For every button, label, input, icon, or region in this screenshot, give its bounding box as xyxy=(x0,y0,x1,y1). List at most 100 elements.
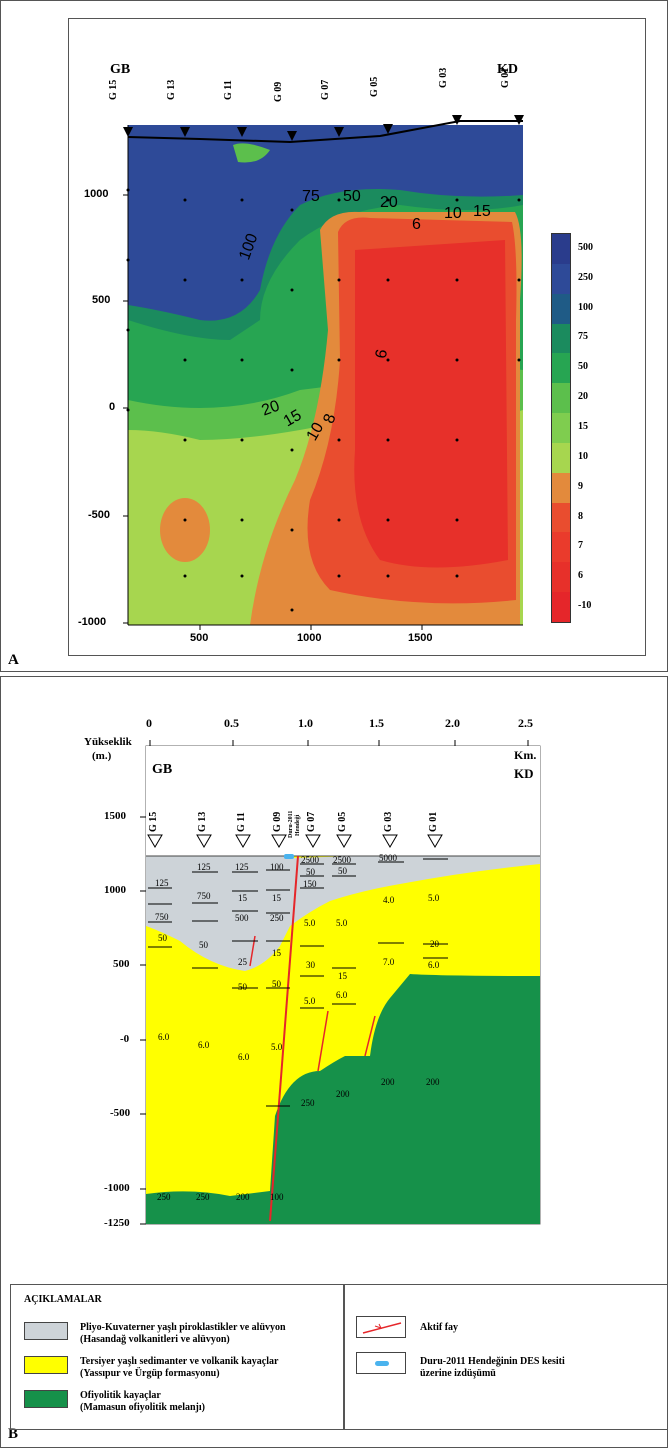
panel-b-km-unit: Km. xyxy=(514,748,537,762)
contour-label: 75 xyxy=(302,188,320,205)
resistivity-value: 125 xyxy=(197,862,211,872)
resistivity-value: 125 xyxy=(155,878,169,888)
panel-b-station-g07: G 07 xyxy=(306,811,317,832)
panel-a-station-g09: G 09 xyxy=(273,81,284,102)
resistivity-value: 50 xyxy=(272,979,281,989)
colorbar-label: 8 xyxy=(578,510,583,522)
resistivity-value: 4.0 xyxy=(383,895,395,905)
resistivity-value: 200 xyxy=(236,1192,250,1202)
panel-b-y-tick: -1000 xyxy=(104,1182,130,1194)
resistivity-value: 100 xyxy=(270,1192,284,1202)
resistivity-value: 5.0 xyxy=(271,1042,283,1052)
trench-label: Hendeği xyxy=(295,814,301,836)
resistivity-value: 200 xyxy=(336,1089,350,1099)
legend-item-ophiolite: Ofiyolitik kayaçlar (Mamasun ofiyolitik m… xyxy=(80,1390,205,1413)
colorbar-segment xyxy=(552,502,570,533)
panel-a-y-tick: 0 xyxy=(109,401,116,413)
panel-b-km-tick: 2.5 xyxy=(518,716,533,730)
contour-label: 50 xyxy=(343,188,361,205)
colorbar-segment xyxy=(552,263,570,295)
colorbar-label: 75 xyxy=(578,331,588,343)
resistivity-value: 6.0 xyxy=(336,990,348,1000)
colorbar-label: 15 xyxy=(578,421,588,432)
panel-a-x-tick: 500 xyxy=(190,632,209,644)
panel-a-y-tick: 500 xyxy=(92,294,111,306)
panel-b-station-g03: G 03 xyxy=(383,811,394,832)
legend-swatch-fault xyxy=(356,1316,406,1338)
panel-a-right-direction: KD xyxy=(497,62,518,77)
panel-a-left-direction: GB xyxy=(110,62,131,77)
trench-icon xyxy=(375,1361,389,1366)
legend-swatch-ophiolite xyxy=(24,1390,68,1408)
resistivity-value: 5.0 xyxy=(428,893,440,903)
panel-a-x-tick: 1000 xyxy=(297,632,322,644)
colorbar-segment xyxy=(552,413,570,444)
colorbar-segment xyxy=(552,293,570,325)
panel-a-station-g13: G 13 xyxy=(166,79,177,100)
resistivity-value: 125 xyxy=(235,862,249,872)
legend-trench-label: Duru-2011 Hendeğinin DES kesiti üzerine i… xyxy=(420,1356,565,1379)
colorbar-label: 7 xyxy=(578,540,583,552)
resistivity-value: 15 xyxy=(338,971,347,981)
contour-label: 10 xyxy=(444,205,462,222)
panel-b-y-tick: 1000 xyxy=(104,884,126,896)
resistivity-value: 750 xyxy=(197,891,211,901)
legend-fault-label: Aktif fay xyxy=(420,1322,459,1333)
panel-a-station-g03: G 03 xyxy=(438,67,449,88)
colorbar-label: 50 xyxy=(578,361,588,373)
resistivity-value: 5.0 xyxy=(304,918,316,928)
resistivity-value: 2500 xyxy=(333,855,351,865)
panel-b-station-g11: G 11 xyxy=(236,812,247,832)
resistivity-value: 15 xyxy=(238,893,247,903)
panel-a-station-g01: G 01 xyxy=(500,67,511,88)
legend-swatch-tertiary xyxy=(24,1356,68,1374)
panel-a-colorbar-labels: 500 250 100 75 50 20 15 10 9 8 7 6 -10 xyxy=(578,233,628,623)
contour-label: 15 xyxy=(473,203,491,220)
colorbar-label: 100 xyxy=(578,301,593,313)
resistivity-value: 250 xyxy=(270,913,284,923)
colorbar-label: 10 xyxy=(578,450,588,462)
resistivity-value: 30 xyxy=(306,960,315,970)
panel-a-station-g15: G 15 xyxy=(108,79,119,100)
colorbar-segment xyxy=(552,532,570,563)
legend-item-tertiary: Tersiyer yaşlı sedimanter ve volkanik ka… xyxy=(80,1356,279,1379)
resistivity-value: 50 xyxy=(238,982,247,992)
colorbar-segment xyxy=(552,442,570,474)
panel-b-station-g05: G 05 xyxy=(337,811,348,832)
panel-a-inner-frame xyxy=(68,18,646,656)
panel-b-km-tick: 1.5 xyxy=(369,716,384,730)
resistivity-value: 5000 xyxy=(379,853,397,863)
legend-swatch-trench xyxy=(356,1352,406,1374)
panel-b-station-g15: G 15 xyxy=(148,811,159,832)
panel-b-y-tick: 500 xyxy=(113,958,130,970)
colorbar-segment xyxy=(552,234,570,265)
resistivity-value: 15 xyxy=(272,948,281,958)
contour-label: 20 xyxy=(380,194,398,211)
panel-a-colorbar xyxy=(551,233,571,623)
panel-b-y-tick: -1250 xyxy=(104,1217,130,1229)
colorbar-label: 9 xyxy=(578,480,583,492)
panel-b-station-g09: G 09 xyxy=(272,811,283,832)
panel-a-y-tick: 1000 xyxy=(84,188,109,200)
panel-a-label: A xyxy=(8,652,19,668)
colorbar-segment xyxy=(552,592,570,623)
panel-b-station-g01: G 01 xyxy=(428,811,439,832)
legend-left-frame xyxy=(10,1284,344,1430)
resistivity-value: 50 xyxy=(306,867,315,877)
resistivity-value: 750 xyxy=(155,912,169,922)
contour-label: 6 xyxy=(412,216,421,233)
panel-b-section xyxy=(140,740,541,1225)
panel-b-label: B xyxy=(8,1426,19,1442)
resistivity-value: 250 xyxy=(196,1192,210,1202)
panel-a-x-tick: 1500 xyxy=(408,632,433,644)
legend-swatch-quaternary xyxy=(24,1322,68,1340)
resistivity-value: 200 xyxy=(381,1077,395,1087)
panel-b-km-tick: 0 xyxy=(146,716,152,730)
trench-label: Duru-2011 xyxy=(288,810,294,838)
resistivity-value: 6.0 xyxy=(158,1032,170,1042)
resistivity-value: 250 xyxy=(157,1192,171,1202)
resistivity-value: 7.0 xyxy=(383,957,395,967)
fault-icon xyxy=(362,1322,402,1334)
resistivity-value: 50 xyxy=(199,940,208,950)
panel-b-y-tick: 1500 xyxy=(104,810,126,822)
